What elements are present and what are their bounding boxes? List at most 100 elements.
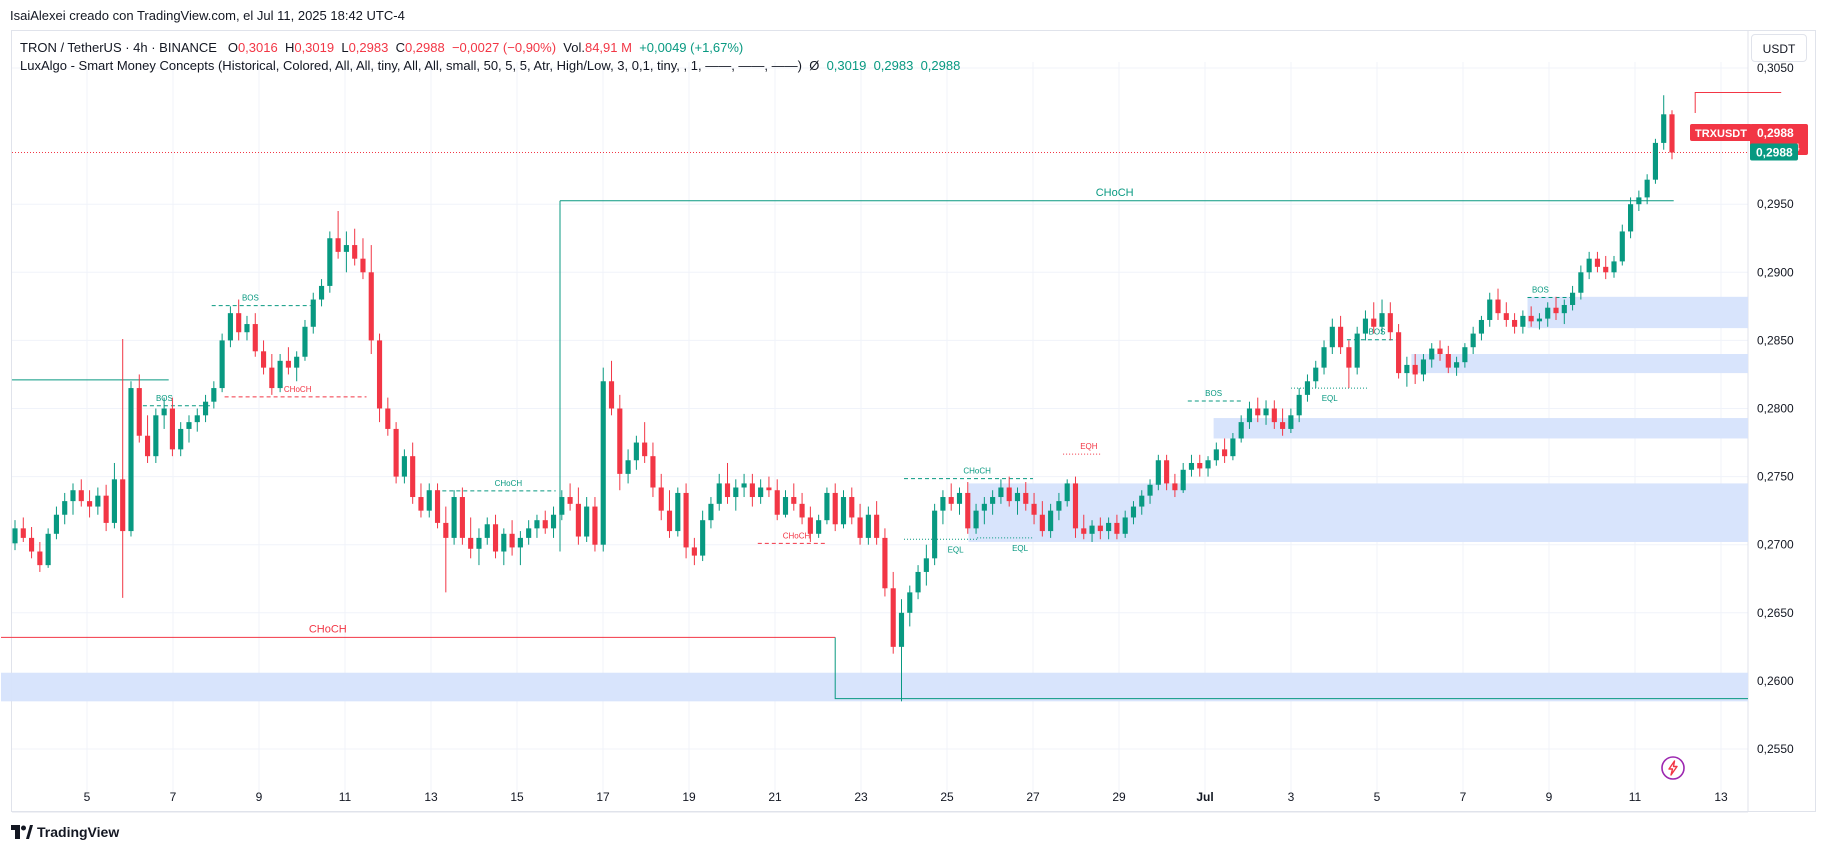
- candle-body[interactable]: [700, 520, 706, 556]
- candle-body[interactable]: [459, 497, 465, 538]
- candle-body[interactable]: [1064, 483, 1070, 502]
- candle-body[interactable]: [1114, 522, 1120, 534]
- candle-body[interactable]: [1006, 487, 1012, 502]
- candle-body[interactable]: [29, 537, 35, 552]
- candle-body[interactable]: [1445, 354, 1451, 368]
- candle-body[interactable]: [1147, 484, 1153, 496]
- candle-body[interactable]: [592, 506, 598, 545]
- candle-body[interactable]: [1404, 364, 1410, 374]
- candle-body[interactable]: [1255, 408, 1261, 416]
- candle-body[interactable]: [1238, 422, 1244, 439]
- candle-body[interactable]: [675, 492, 681, 532]
- candle-body[interactable]: [1661, 114, 1667, 143]
- candle-body[interactable]: [990, 497, 996, 504]
- candle-body[interactable]: [53, 514, 59, 534]
- candle-body[interactable]: [1230, 438, 1236, 457]
- candle-body[interactable]: [915, 571, 921, 593]
- candle-body[interactable]: [1263, 408, 1269, 416]
- candle-body[interactable]: [360, 258, 366, 273]
- candle-body[interactable]: [575, 503, 581, 537]
- candle-body[interactable]: [840, 497, 847, 525]
- candle-body[interactable]: [1594, 258, 1601, 267]
- candle-body[interactable]: [343, 245, 349, 252]
- candle-body[interactable]: [766, 487, 772, 491]
- candle-body[interactable]: [385, 408, 391, 429]
- candle-body[interactable]: [691, 547, 697, 556]
- candle-body[interactable]: [310, 299, 316, 327]
- candle-body[interactable]: [509, 533, 515, 548]
- candle-body[interactable]: [782, 497, 789, 515]
- candle-body[interactable]: [161, 408, 167, 416]
- candle-body[interactable]: [907, 592, 913, 613]
- candle-body[interactable]: [1097, 525, 1103, 532]
- candle-body[interactable]: [1603, 266, 1609, 273]
- candle-body[interactable]: [1520, 315, 1526, 327]
- candle-body[interactable]: [468, 537, 474, 549]
- candle-body[interactable]: [1106, 522, 1112, 532]
- candle-body[interactable]: [1470, 333, 1476, 348]
- candle-body[interactable]: [799, 503, 805, 518]
- candle-body[interactable]: [716, 483, 722, 504]
- candle-body[interactable]: [451, 497, 457, 538]
- candle-body[interactable]: [824, 492, 830, 521]
- candle-body[interactable]: [318, 285, 325, 300]
- candle-body[interactable]: [1023, 492, 1029, 504]
- candle-body[interactable]: [401, 456, 407, 477]
- candle-body[interactable]: [816, 520, 822, 534]
- candle-body[interactable]: [1619, 231, 1625, 262]
- candle-body[interactable]: [1586, 258, 1592, 273]
- candle-body[interactable]: [244, 324, 250, 333]
- candle-body[interactable]: [542, 520, 548, 529]
- candle-body[interactable]: [1271, 408, 1277, 423]
- candle-body[interactable]: [749, 483, 755, 498]
- candle-body[interactable]: [1478, 319, 1485, 334]
- candle-body[interactable]: [153, 415, 159, 457]
- candle-body[interactable]: [1180, 469, 1186, 491]
- candle-body[interactable]: [550, 514, 557, 529]
- candle-body[interactable]: [418, 497, 424, 511]
- candle-body[interactable]: [95, 495, 101, 507]
- candle-body[interactable]: [1561, 304, 1567, 314]
- candle-body[interactable]: [882, 537, 888, 589]
- candle-body[interactable]: [120, 479, 126, 532]
- candle-body[interactable]: [368, 272, 374, 341]
- candle-body[interactable]: [1362, 318, 1369, 334]
- candle-body[interactable]: [666, 510, 673, 532]
- candle-body[interactable]: [832, 492, 838, 525]
- candle-body[interactable]: [584, 506, 590, 537]
- candle-body[interactable]: [865, 514, 871, 538]
- candle-body[interactable]: [194, 415, 200, 423]
- candle-body[interactable]: [302, 326, 308, 357]
- candle-body[interactable]: [136, 388, 142, 436]
- candle-body[interactable]: [294, 356, 300, 368]
- candle-body[interactable]: [1139, 495, 1145, 507]
- candle-body[interactable]: [393, 428, 399, 477]
- candle-body[interactable]: [1354, 333, 1360, 368]
- candle-body[interactable]: [1213, 449, 1219, 461]
- candle-body[interactable]: [252, 324, 258, 352]
- candle-body[interactable]: [260, 351, 267, 368]
- candle-body[interactable]: [874, 514, 880, 538]
- candle-body[interactable]: [1536, 318, 1543, 322]
- candle-body[interactable]: [683, 492, 689, 548]
- candle-body[interactable]: [932, 510, 938, 559]
- candle-body[interactable]: [236, 313, 242, 333]
- candle-body[interactable]: [62, 501, 68, 515]
- candle-body[interactable]: [352, 245, 358, 259]
- candle-body[interactable]: [973, 510, 979, 529]
- candle-body[interactable]: [1329, 326, 1335, 348]
- candle-body[interactable]: [1578, 272, 1584, 293]
- candle-body[interactable]: [103, 495, 109, 523]
- candle-body[interactable]: [1164, 460, 1170, 484]
- candle-body[interactable]: [940, 497, 946, 511]
- candle-body[interactable]: [1089, 525, 1095, 534]
- indicator-label[interactable]: LuxAlgo - Smart Money Concepts (Historic…: [20, 58, 802, 73]
- candle-body[interactable]: [1222, 449, 1228, 457]
- symbol-label[interactable]: TRON / TetherUS · 4h · BINANCE: [20, 40, 217, 55]
- candle-body[interactable]: [1122, 517, 1128, 534]
- candle-body[interactable]: [144, 435, 151, 457]
- candle-body[interactable]: [1172, 483, 1178, 491]
- candle-body[interactable]: [1553, 307, 1559, 314]
- candle-body[interactable]: [327, 238, 333, 286]
